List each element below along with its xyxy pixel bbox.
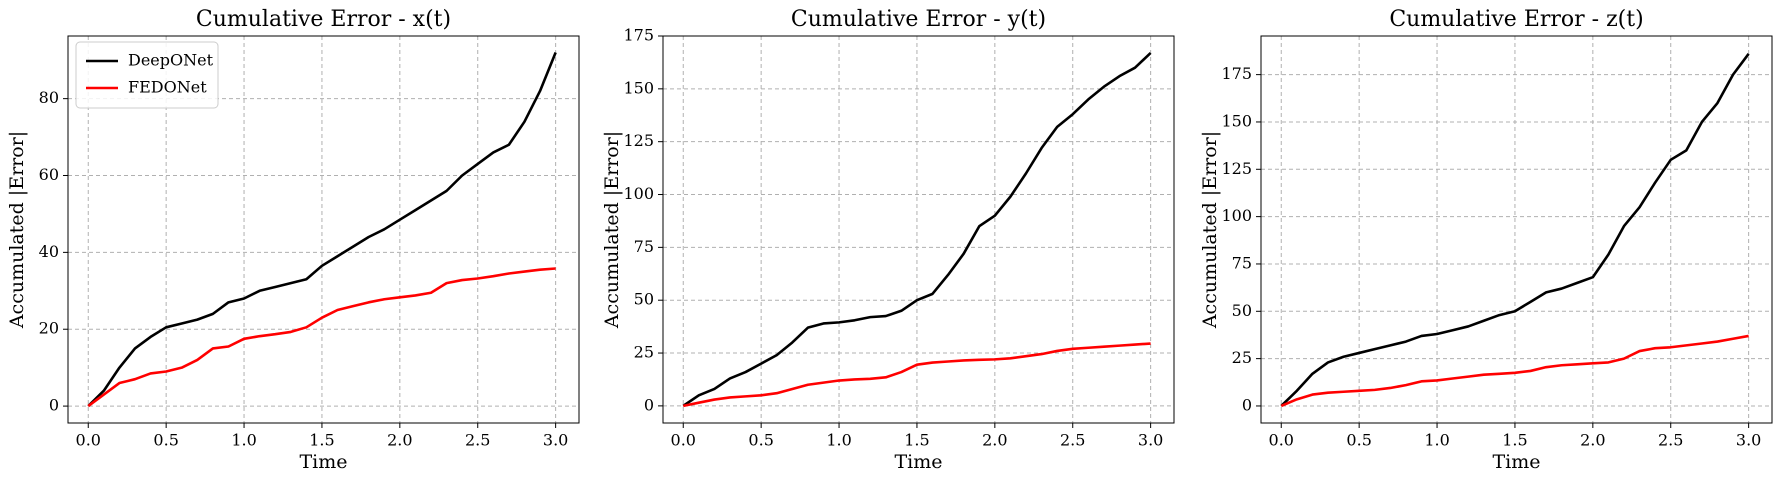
- x-tick-label: 0.5: [153, 431, 178, 450]
- y-tick-label: 100: [1221, 206, 1252, 225]
- x-tick-label: 1.0: [231, 431, 256, 450]
- y-tick-label: 175: [1221, 64, 1252, 83]
- x-tick-label: 2.0: [982, 431, 1007, 450]
- y-tick-label: 50: [1232, 301, 1252, 320]
- x-tick-label: 1.0: [826, 431, 851, 450]
- x-tick-label: 2.0: [1580, 431, 1605, 450]
- x-tick-label: 1.5: [1502, 431, 1527, 450]
- y-tick-label: 150: [1221, 111, 1252, 130]
- y-tick-label: 75: [634, 237, 654, 256]
- chart-title: Cumulative Error - z(t): [1389, 7, 1643, 32]
- x-tick-label: 1.0: [1424, 431, 1449, 450]
- y-tick-label: 125: [1221, 159, 1252, 178]
- plot-frame: [1260, 35, 1773, 424]
- x-tick-label: 0.0: [76, 431, 101, 450]
- legend-label: FEDONet: [128, 78, 207, 97]
- x-axis-label: Time: [299, 451, 347, 473]
- panel: 0.0 0.5 1.0 1.5 2.0 2.5 3.0 0 20 40 60 80 Cumulative…: [6, 7, 580, 473]
- y-tick-label: 40: [39, 242, 59, 261]
- y-tick-label: 125: [623, 131, 654, 150]
- panel: 0.0 0.5 1.0 1.5 2.0 2.5 3.0 0 25 50 75 100 125 150 175…: [1199, 7, 1773, 473]
- y-tick-label: 20: [39, 319, 59, 338]
- x-tick-label: 3.0: [543, 431, 568, 450]
- data-line: [1280, 53, 1750, 407]
- data-line: [87, 52, 557, 408]
- y-axis-label: Accumulated |Error|: [601, 131, 623, 329]
- x-tick-label: 2.5: [1658, 431, 1683, 450]
- y-tick-label: 0: [1242, 395, 1252, 414]
- x-axis-label: Time: [1492, 451, 1540, 473]
- x-axis-label: Time: [894, 451, 942, 473]
- chart-title: Cumulative Error - y(t): [791, 7, 1046, 32]
- plot-frame: [662, 35, 1175, 424]
- y-tick-label: 0: [644, 395, 654, 414]
- y-tick-label: 25: [1232, 348, 1252, 367]
- x-tick-label: 0.0: [671, 431, 696, 450]
- y-tick-label: 25: [634, 343, 654, 362]
- x-tick-label: 0.0: [1269, 431, 1294, 450]
- data-line: [1280, 334, 1749, 408]
- y-axis-label: Accumulated |Error|: [1199, 131, 1221, 329]
- data-line: [87, 267, 556, 408]
- plot-frame: [67, 35, 580, 424]
- y-axis-label: Accumulated |Error|: [6, 131, 28, 329]
- x-tick-label: 2.5: [465, 431, 490, 450]
- x-tick-label: 1.5: [309, 431, 334, 450]
- x-tick-label: 2.0: [387, 431, 412, 450]
- x-tick-label: 0.5: [748, 431, 773, 450]
- x-tick-label: 3.0: [1736, 431, 1761, 450]
- panel: 0.0 0.5 1.0 1.5 2.0 2.5 3.0 0 25 50 75 100 125 150 175…: [601, 7, 1175, 473]
- y-tick-label: 80: [39, 88, 59, 107]
- x-tick-label: 1.5: [904, 431, 929, 450]
- y-tick-label: 150: [623, 78, 654, 97]
- y-tick-label: 60: [39, 165, 59, 184]
- legend-label: DeepONet: [128, 51, 214, 70]
- y-tick-label: 0: [49, 396, 59, 415]
- data-line: [682, 51, 1152, 407]
- legend-box: [75, 41, 219, 109]
- x-tick-label: 2.5: [1060, 431, 1085, 450]
- chart-title: Cumulative Error - x(t): [196, 7, 451, 32]
- data-line: [682, 342, 1151, 408]
- x-tick-label: 0.5: [1346, 431, 1371, 450]
- y-tick-label: 175: [623, 26, 654, 45]
- y-tick-label: 75: [1232, 253, 1252, 272]
- y-tick-label: 50: [634, 290, 654, 309]
- y-tick-label: 100: [623, 184, 654, 203]
- x-tick-label: 3.0: [1138, 431, 1163, 450]
